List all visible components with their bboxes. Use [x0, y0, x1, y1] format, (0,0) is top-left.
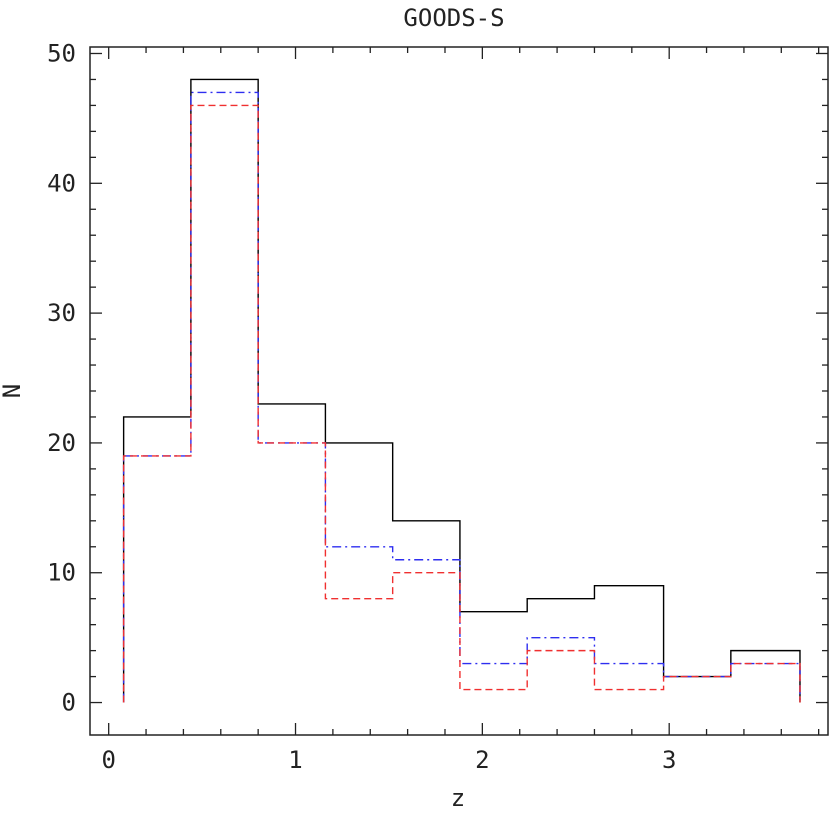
x-tick-label: 0 — [101, 746, 115, 774]
plot-frame — [89, 46, 829, 736]
axis-ticks — [90, 47, 828, 735]
y-axis-title: N — [0, 384, 26, 398]
y-tick-label: 0 — [62, 689, 76, 717]
series-step-line — [122, 104, 801, 703]
series-step-line — [122, 78, 801, 703]
y-tick-label: 30 — [47, 299, 76, 327]
y-tick-label: 50 — [47, 39, 76, 67]
y-tick-label: 20 — [47, 429, 76, 457]
x-axis-title: z — [451, 784, 465, 812]
x-tick-label: 1 — [288, 746, 302, 774]
y-tick-label: 10 — [47, 559, 76, 587]
series-solid — [122, 78, 801, 703]
series-layer — [122, 78, 801, 703]
x-tick-label: 2 — [475, 746, 489, 774]
x-tick-label: 3 — [662, 746, 676, 774]
y-tick-label: 40 — [47, 169, 76, 197]
chart-title: GOODS-S — [403, 4, 504, 32]
series-dashed — [122, 104, 801, 703]
